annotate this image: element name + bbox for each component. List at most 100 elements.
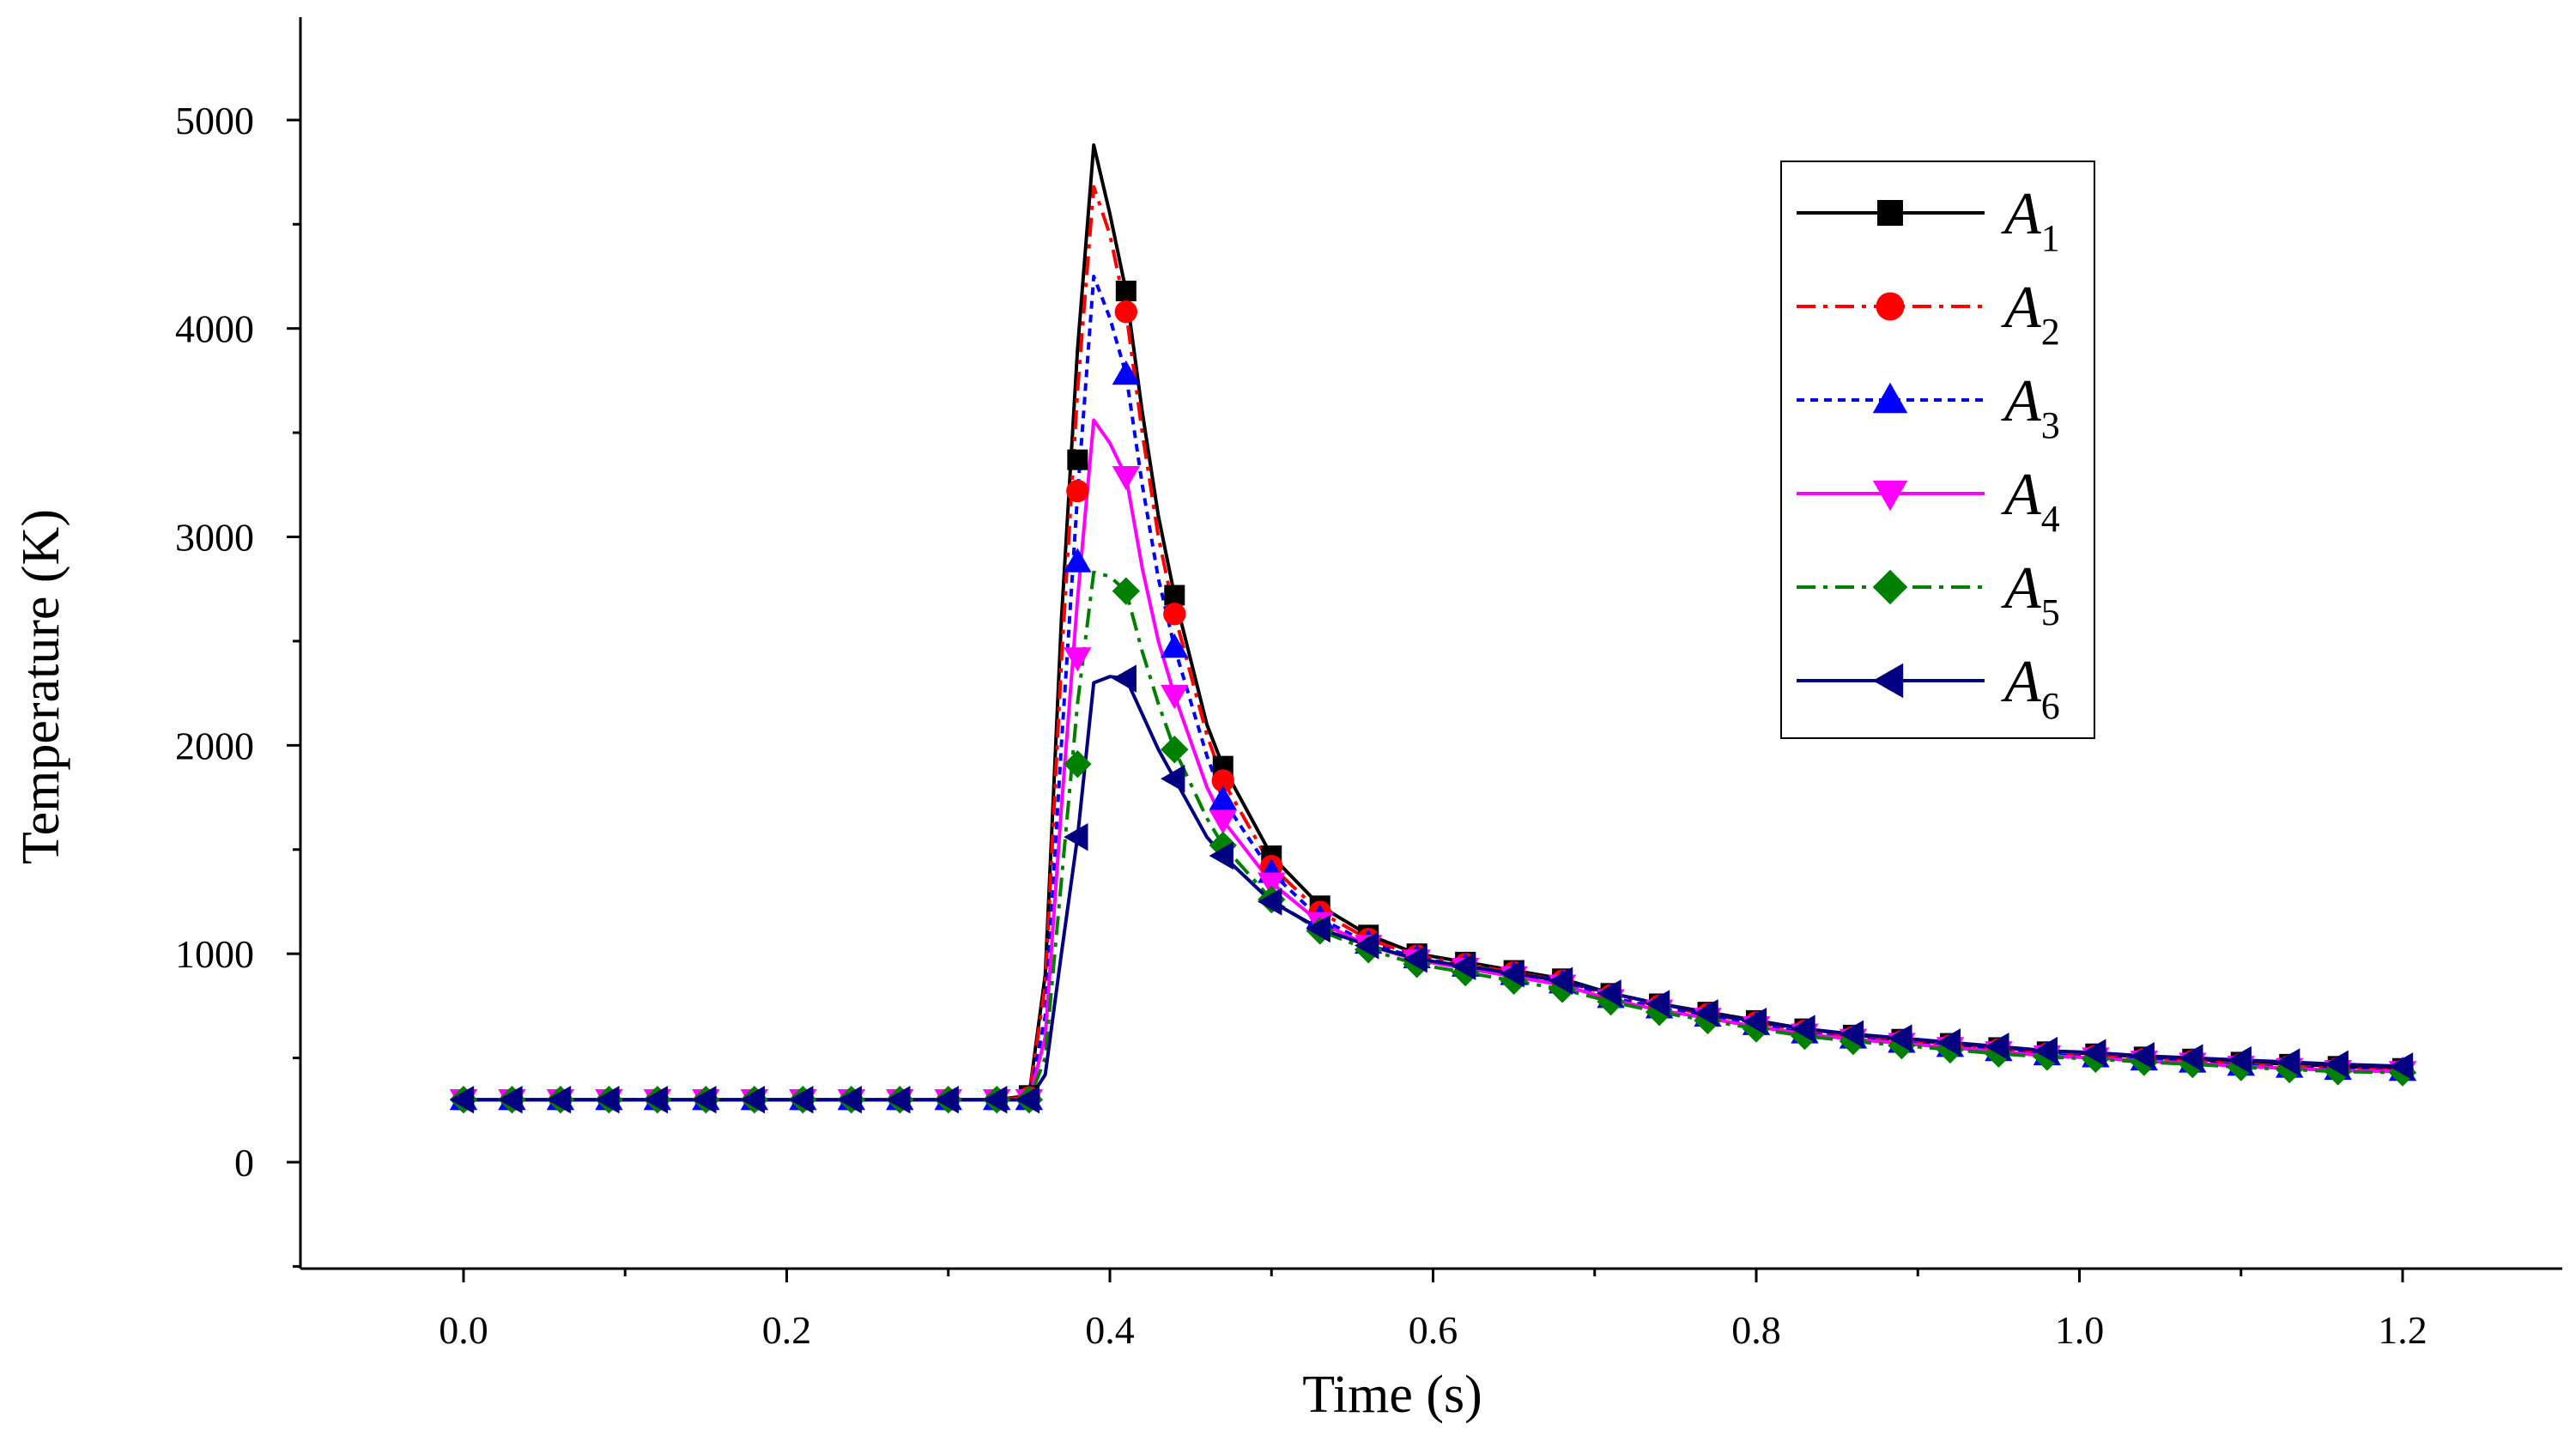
legend-marker-a6	[1872, 663, 1904, 699]
data-point-a2	[1066, 479, 1089, 503]
data-point-a3	[1161, 633, 1189, 658]
legend-subscript: 3	[2041, 404, 2060, 446]
legend-marker-a4	[1872, 480, 1908, 512]
x-tick-label: 1.2	[2378, 1308, 2428, 1352]
x-tick-label: 0.4	[1085, 1308, 1135, 1352]
legend-marker-a3	[1872, 382, 1908, 414]
data-point-a6	[643, 1085, 669, 1114]
plot-markers	[449, 280, 2417, 1114]
data-point-a6	[1015, 1085, 1040, 1114]
data-point-a6	[1645, 990, 1670, 1018]
data-point-a6	[837, 1085, 862, 1114]
data-point-a6	[1791, 1015, 1815, 1043]
data-point-a6	[2179, 1044, 2203, 1072]
legend-subscript: 5	[2041, 591, 2060, 633]
y-axis-title: Temperature (K)	[12, 509, 70, 864]
data-point-a3	[1112, 360, 1141, 385]
data-point-a6	[1597, 979, 1621, 1008]
data-point-a5	[1209, 831, 1237, 860]
legend-subscript: 4	[2041, 498, 2060, 540]
series-line-a1	[464, 143, 2403, 1102]
x-tick-label: 0.8	[1731, 1308, 1781, 1352]
data-point-a4	[1064, 647, 1092, 672]
data-point-a3	[1064, 548, 1092, 573]
data-point-a6	[1985, 1033, 2009, 1061]
series-line-a6	[464, 675, 2403, 1102]
data-point-a2	[1114, 300, 1138, 324]
data-point-a6	[1888, 1024, 1912, 1052]
data-point-a2	[1163, 603, 1186, 626]
data-point-a6	[1112, 664, 1136, 693]
data-point-a2	[1211, 769, 1234, 792]
legend-subscript: 6	[2041, 685, 2060, 727]
data-point-a5	[1064, 749, 1092, 779]
plot-lines	[464, 143, 2403, 1102]
data-point-a6	[1694, 999, 1718, 1027]
data-point-a6	[1306, 914, 1330, 943]
data-point-a6	[2276, 1048, 2300, 1076]
data-point-a3	[1209, 785, 1237, 810]
data-point-a6	[1258, 888, 1282, 916]
data-point-a1	[1115, 280, 1136, 301]
data-point-a6	[1403, 945, 1427, 973]
data-point-a6	[546, 1085, 572, 1114]
y-tick-label: 4000	[175, 307, 254, 351]
data-point-a6	[789, 1085, 814, 1114]
data-point-a4	[1258, 872, 1286, 897]
ticks: 0.0 0.2 0.4 0.6 0.8 1.0 1.2 0 1000 2000 3000 4000 50…	[175, 99, 2428, 1352]
legend-label-a5: A5	[2001, 555, 2060, 633]
data-point-a6	[1548, 966, 1573, 995]
series-line-a5	[464, 570, 2403, 1102]
y-tick-label: 2000	[175, 724, 254, 767]
data-point-a6	[886, 1085, 911, 1114]
data-point-a4	[1209, 809, 1237, 834]
y-tick-label: 5000	[175, 99, 254, 142]
x-tick-label: 0.2	[762, 1308, 812, 1352]
data-point-a6	[1209, 841, 1233, 870]
data-point-a6	[2082, 1039, 2106, 1067]
data-point-a6	[692, 1085, 717, 1114]
x-tick-label: 0.6	[1409, 1308, 1458, 1352]
data-point-a6	[1839, 1020, 1864, 1048]
x-tick-label: 0.0	[439, 1308, 488, 1352]
x-axis-title: Time (s)	[1302, 1366, 1482, 1424]
data-point-a6	[2388, 1052, 2414, 1081]
axes	[299, 17, 2562, 1270]
data-point-a6	[2130, 1041, 2155, 1070]
data-point-a6	[2324, 1050, 2349, 1079]
data-point-a6	[1500, 960, 1524, 988]
series-line-a2	[464, 185, 2403, 1102]
data-point-a4	[1112, 465, 1141, 491]
legend-marker-a2	[1876, 292, 1905, 321]
x-tick-label: 1.0	[2055, 1308, 2105, 1352]
data-point-a6	[1742, 1007, 1767, 1036]
data-point-a6	[595, 1085, 620, 1114]
data-point-a6	[1161, 764, 1185, 793]
y-tick-label: 3000	[175, 516, 254, 560]
series-line-a4	[464, 418, 2403, 1102]
data-point-a6	[498, 1085, 523, 1114]
data-point-a1	[1067, 449, 1088, 470]
legend-label-a6: A6	[2001, 649, 2060, 727]
data-point-a6	[1936, 1028, 1961, 1057]
legend-marker-a1	[1877, 200, 1903, 226]
data-point-a6	[2033, 1036, 2058, 1065]
y-tick-label: 1000	[175, 932, 254, 976]
data-point-a5	[1161, 735, 1189, 764]
data-point-a4	[1161, 684, 1189, 710]
data-point-a6	[934, 1085, 959, 1114]
data-point-a6	[740, 1085, 765, 1114]
data-point-a6	[1355, 931, 1379, 960]
legend-marker-a5	[1872, 569, 1908, 605]
y-tick-label: 0	[234, 1141, 254, 1185]
series-line-a3	[464, 275, 2403, 1102]
legend-subscript: 2	[2041, 311, 2060, 353]
data-point-a5	[1112, 577, 1141, 605]
data-point-a6	[2227, 1045, 2252, 1075]
data-point-a6	[449, 1085, 475, 1114]
data-point-a6	[1451, 952, 1476, 980]
legend-label-a4: A4	[2001, 462, 2060, 540]
data-point-a6	[983, 1085, 1008, 1114]
